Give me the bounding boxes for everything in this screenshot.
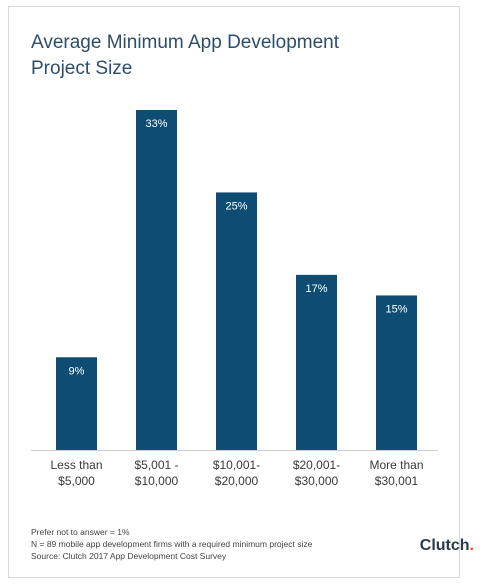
data-label-2: 25% xyxy=(225,200,247,212)
bar-4 xyxy=(376,295,417,450)
data-label-3: 17% xyxy=(305,283,327,295)
data-label-0: 9% xyxy=(69,365,85,377)
chart-title-line-1: Average Minimum App Development xyxy=(31,32,340,53)
category-label-3-line-0: $20,001- xyxy=(293,458,340,472)
footnote-sample-size: N = 89 mobile app development firms with… xyxy=(31,539,313,549)
category-label-2-line-1: $20,000 xyxy=(215,474,259,488)
bar-2 xyxy=(216,192,257,450)
bar-3 xyxy=(296,274,337,450)
category-label-3-line-1: $30,000 xyxy=(295,474,339,488)
bar-0 xyxy=(56,357,97,450)
category-label-2-line-0: $10,001- xyxy=(213,458,260,472)
bar-1 xyxy=(136,110,177,450)
footnote-prefer-not: Prefer not to answer = 1% xyxy=(31,527,130,537)
chart-title: Average Minimum App Development Project … xyxy=(31,30,411,82)
category-label-4-line-1: $30,001 xyxy=(375,474,419,488)
chart-title-line-2: Project Size xyxy=(31,58,133,79)
category-label-0-line-0: Less than xyxy=(50,458,102,472)
category-label-4-line-0: More than xyxy=(369,458,423,472)
clutch-logo-dot: . xyxy=(469,537,474,554)
category-label-1-line-0: $5,001 - xyxy=(134,458,178,472)
clutch-logo: Clutch. xyxy=(420,537,474,555)
data-label-1: 33% xyxy=(145,118,167,130)
data-label-4: 15% xyxy=(385,303,407,315)
footnote-source: Source: Clutch 2017 App Development Cost… xyxy=(31,551,227,561)
clutch-logo-text: Clutch xyxy=(419,537,470,554)
category-label-0-line-1: $5,000 xyxy=(58,474,95,488)
category-label-1-line-1: $10,000 xyxy=(135,474,179,488)
